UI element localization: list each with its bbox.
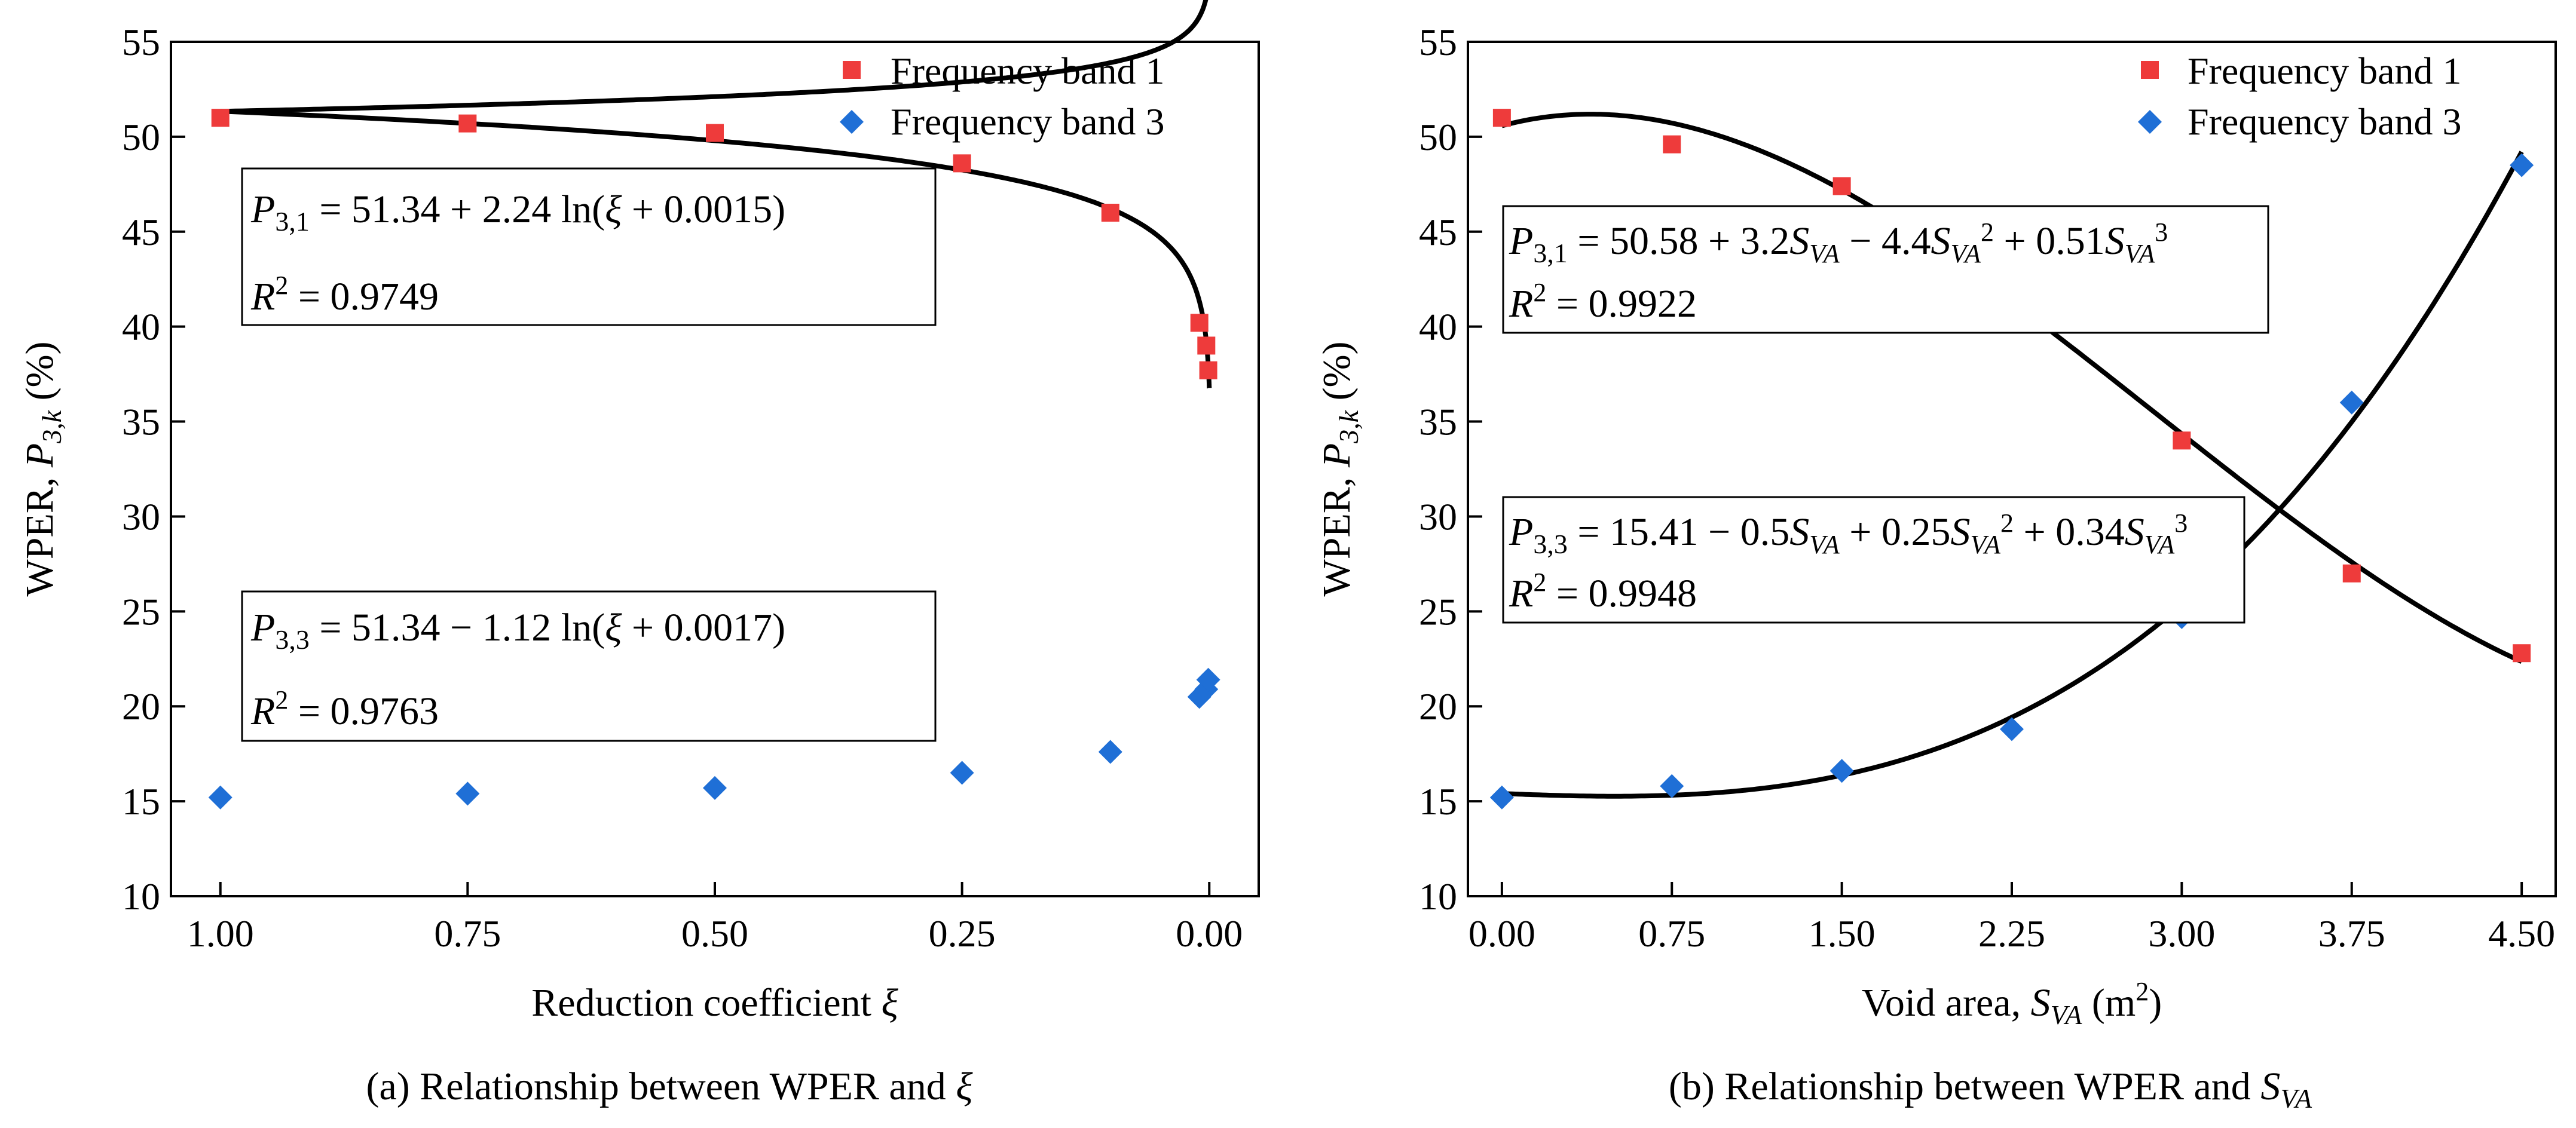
equation-text-band-1: P3,1 = 51.34 + 2.24 ln(ξ + 0.0015): [250, 188, 785, 237]
point-band-1: [2513, 644, 2531, 663]
point-band-3: [2510, 153, 2534, 177]
x-tick-label: 3.00: [2148, 912, 2215, 955]
x-tick-label: 0.75: [434, 912, 501, 955]
equation-text-band-3: P3,3 = 51.34 − 1.12 ln(ξ + 0.0017): [250, 606, 785, 655]
point-band-1: [1492, 109, 1511, 127]
x-tick-label: 0.00: [1176, 912, 1243, 955]
y-tick-label: 40: [1419, 306, 1457, 348]
legend-b: Frequency band 1 Frequency band 3: [2138, 50, 2462, 143]
y-tick-label: 50: [1419, 116, 1457, 158]
legend-label-band-3: Frequency band 3: [2188, 100, 2462, 143]
point-band-3: [1829, 759, 1854, 783]
point-band-1: [1199, 361, 1217, 379]
x-tick-label: 4.50: [2488, 912, 2555, 955]
y-tick-label: 25: [122, 590, 160, 633]
point-band-3: [1098, 740, 1122, 764]
x-tick-label: 1.00: [187, 912, 254, 955]
axis-ticks-a: 10 15 20 25 30 35 40 45 50 55 1.00 0.75 0.50 0.25 0.00: [122, 21, 1243, 955]
r-squared-band-3: R2 = 0.9948: [1509, 568, 1697, 615]
y-tick-label: 55: [1419, 21, 1457, 63]
equation-box-band-1: P3,1 = 50.58 + 3.2SVA − 4.4SVA2 + 0.51SV…: [1502, 205, 2269, 334]
point-band-1: [706, 124, 724, 142]
x-tick-label: 0.25: [929, 912, 996, 955]
legend-a: Frequency band 1 Frequency band 3: [840, 50, 1165, 143]
x-axis-label-a: Reduction coefficient ξ: [531, 981, 898, 1025]
point-band-3: [455, 781, 480, 806]
point-band-1: [2342, 564, 2361, 583]
legend-label-band-1: Frequency band 1: [891, 50, 1165, 92]
data-points-a: [208, 109, 1220, 810]
point-band-1: [2173, 431, 2191, 450]
x-tick-label: 0.50: [681, 912, 748, 955]
legend-marker-band-3: [840, 110, 864, 134]
point-band-3: [1196, 667, 1220, 692]
legend-label-band-1: Frequency band 1: [2188, 50, 2462, 92]
r-squared-band-1: R2 = 0.9922: [1509, 278, 1697, 326]
legend-marker-band-1: [843, 61, 861, 79]
point-band-1: [953, 154, 971, 173]
y-tick-label: 15: [1419, 780, 1457, 823]
y-tick-label: 20: [1419, 685, 1457, 728]
y-tick-label: 35: [1419, 401, 1457, 443]
y-tick-label: 30: [122, 495, 160, 538]
y-axis-label-a: WPER, P3,k (%): [18, 341, 67, 596]
legend-label-band-3: Frequency band 3: [891, 100, 1165, 143]
y-tick-label: 25: [1419, 590, 1457, 633]
y-tick-label: 15: [122, 780, 160, 823]
caption-a: (a) Relationship between WPER and ξ: [366, 1065, 974, 1108]
legend-marker-band-1: [2141, 61, 2159, 79]
y-tick-label: 45: [1419, 211, 1457, 253]
fit-band-3-curve: [220, 0, 1209, 114]
point-band-1: [1197, 336, 1216, 355]
y-tick-label: 10: [1419, 875, 1457, 918]
point-band-3: [950, 761, 974, 785]
point-band-1: [458, 114, 477, 133]
y-tick-label: 40: [122, 306, 160, 348]
r-squared-band-3: R2 = 0.9763: [250, 685, 439, 733]
plot-frame-b: [1467, 41, 2557, 897]
y-axis-label-b: WPER, P3,k (%): [1315, 341, 1364, 596]
x-tick-label: 0.75: [1638, 912, 1705, 955]
point-band-1: [1663, 135, 1681, 154]
point-band-3: [1660, 774, 1684, 798]
panel-a: 10 15 20 25 30 35 40 45 50 55 1.00 0.75 0.50 0.25 0.00…: [18, 0, 1260, 1108]
x-axis-label-b: Void area, SVA (m2): [1862, 977, 2162, 1030]
x-tick-label: 3.75: [2318, 912, 2385, 955]
panel-b: 10 15 20 25 30 35 40 45 50 55 0.00 0.75 1.50 2.25 3.00…: [1315, 21, 2557, 1114]
r-squared-band-1: R2 = 0.9749: [250, 271, 439, 318]
point-band-3: [703, 776, 727, 800]
caption-b: (b) Relationship between WPER and SVA: [1669, 1065, 2312, 1114]
y-tick-label: 30: [1419, 495, 1457, 538]
point-band-3: [1489, 785, 1514, 810]
y-tick-label: 10: [122, 875, 160, 918]
y-tick-label: 50: [122, 116, 160, 158]
y-tick-label: 55: [122, 21, 160, 63]
axis-ticks-b: 10 15 20 25 30 35 40 45 50 55 0.00 0.75 1.50 2.25 3.00…: [1419, 21, 2555, 955]
equation-box-band-3: P3,3 = 51.34 − 1.12 ln(ξ + 0.0017) R2 = …: [241, 590, 937, 742]
x-tick-label: 1.50: [1809, 912, 1876, 955]
point-band-1: [1832, 177, 1851, 195]
y-tick-label: 35: [122, 401, 160, 443]
y-tick-label: 45: [122, 211, 160, 253]
point-band-1: [211, 109, 230, 127]
equation-text-band-1: P3,1 = 50.58 + 3.2SVA − 4.4SVA2 + 0.51SV…: [1509, 217, 2168, 268]
equation-box-band-3: P3,3 = 15.41 − 0.5SVA + 0.25SVA2 + 0.34S…: [1502, 496, 2245, 624]
equation-text-band-3: P3,3 = 15.41 − 0.5SVA + 0.25SVA2 + 0.34S…: [1509, 508, 2188, 559]
x-tick-label: 0.00: [1468, 912, 1535, 955]
y-tick-label: 20: [122, 685, 160, 728]
legend-marker-band-3: [2138, 110, 2162, 134]
point-band-1: [1101, 204, 1119, 222]
point-band-3: [2000, 717, 2024, 741]
point-band-3: [208, 785, 232, 810]
x-tick-label: 2.25: [1978, 912, 2045, 955]
equation-box-band-1: P3,1 = 51.34 + 2.24 ln(ξ + 0.0015) R2 = …: [241, 167, 937, 326]
point-band-3: [2339, 390, 2364, 415]
point-band-1: [1190, 314, 1209, 332]
